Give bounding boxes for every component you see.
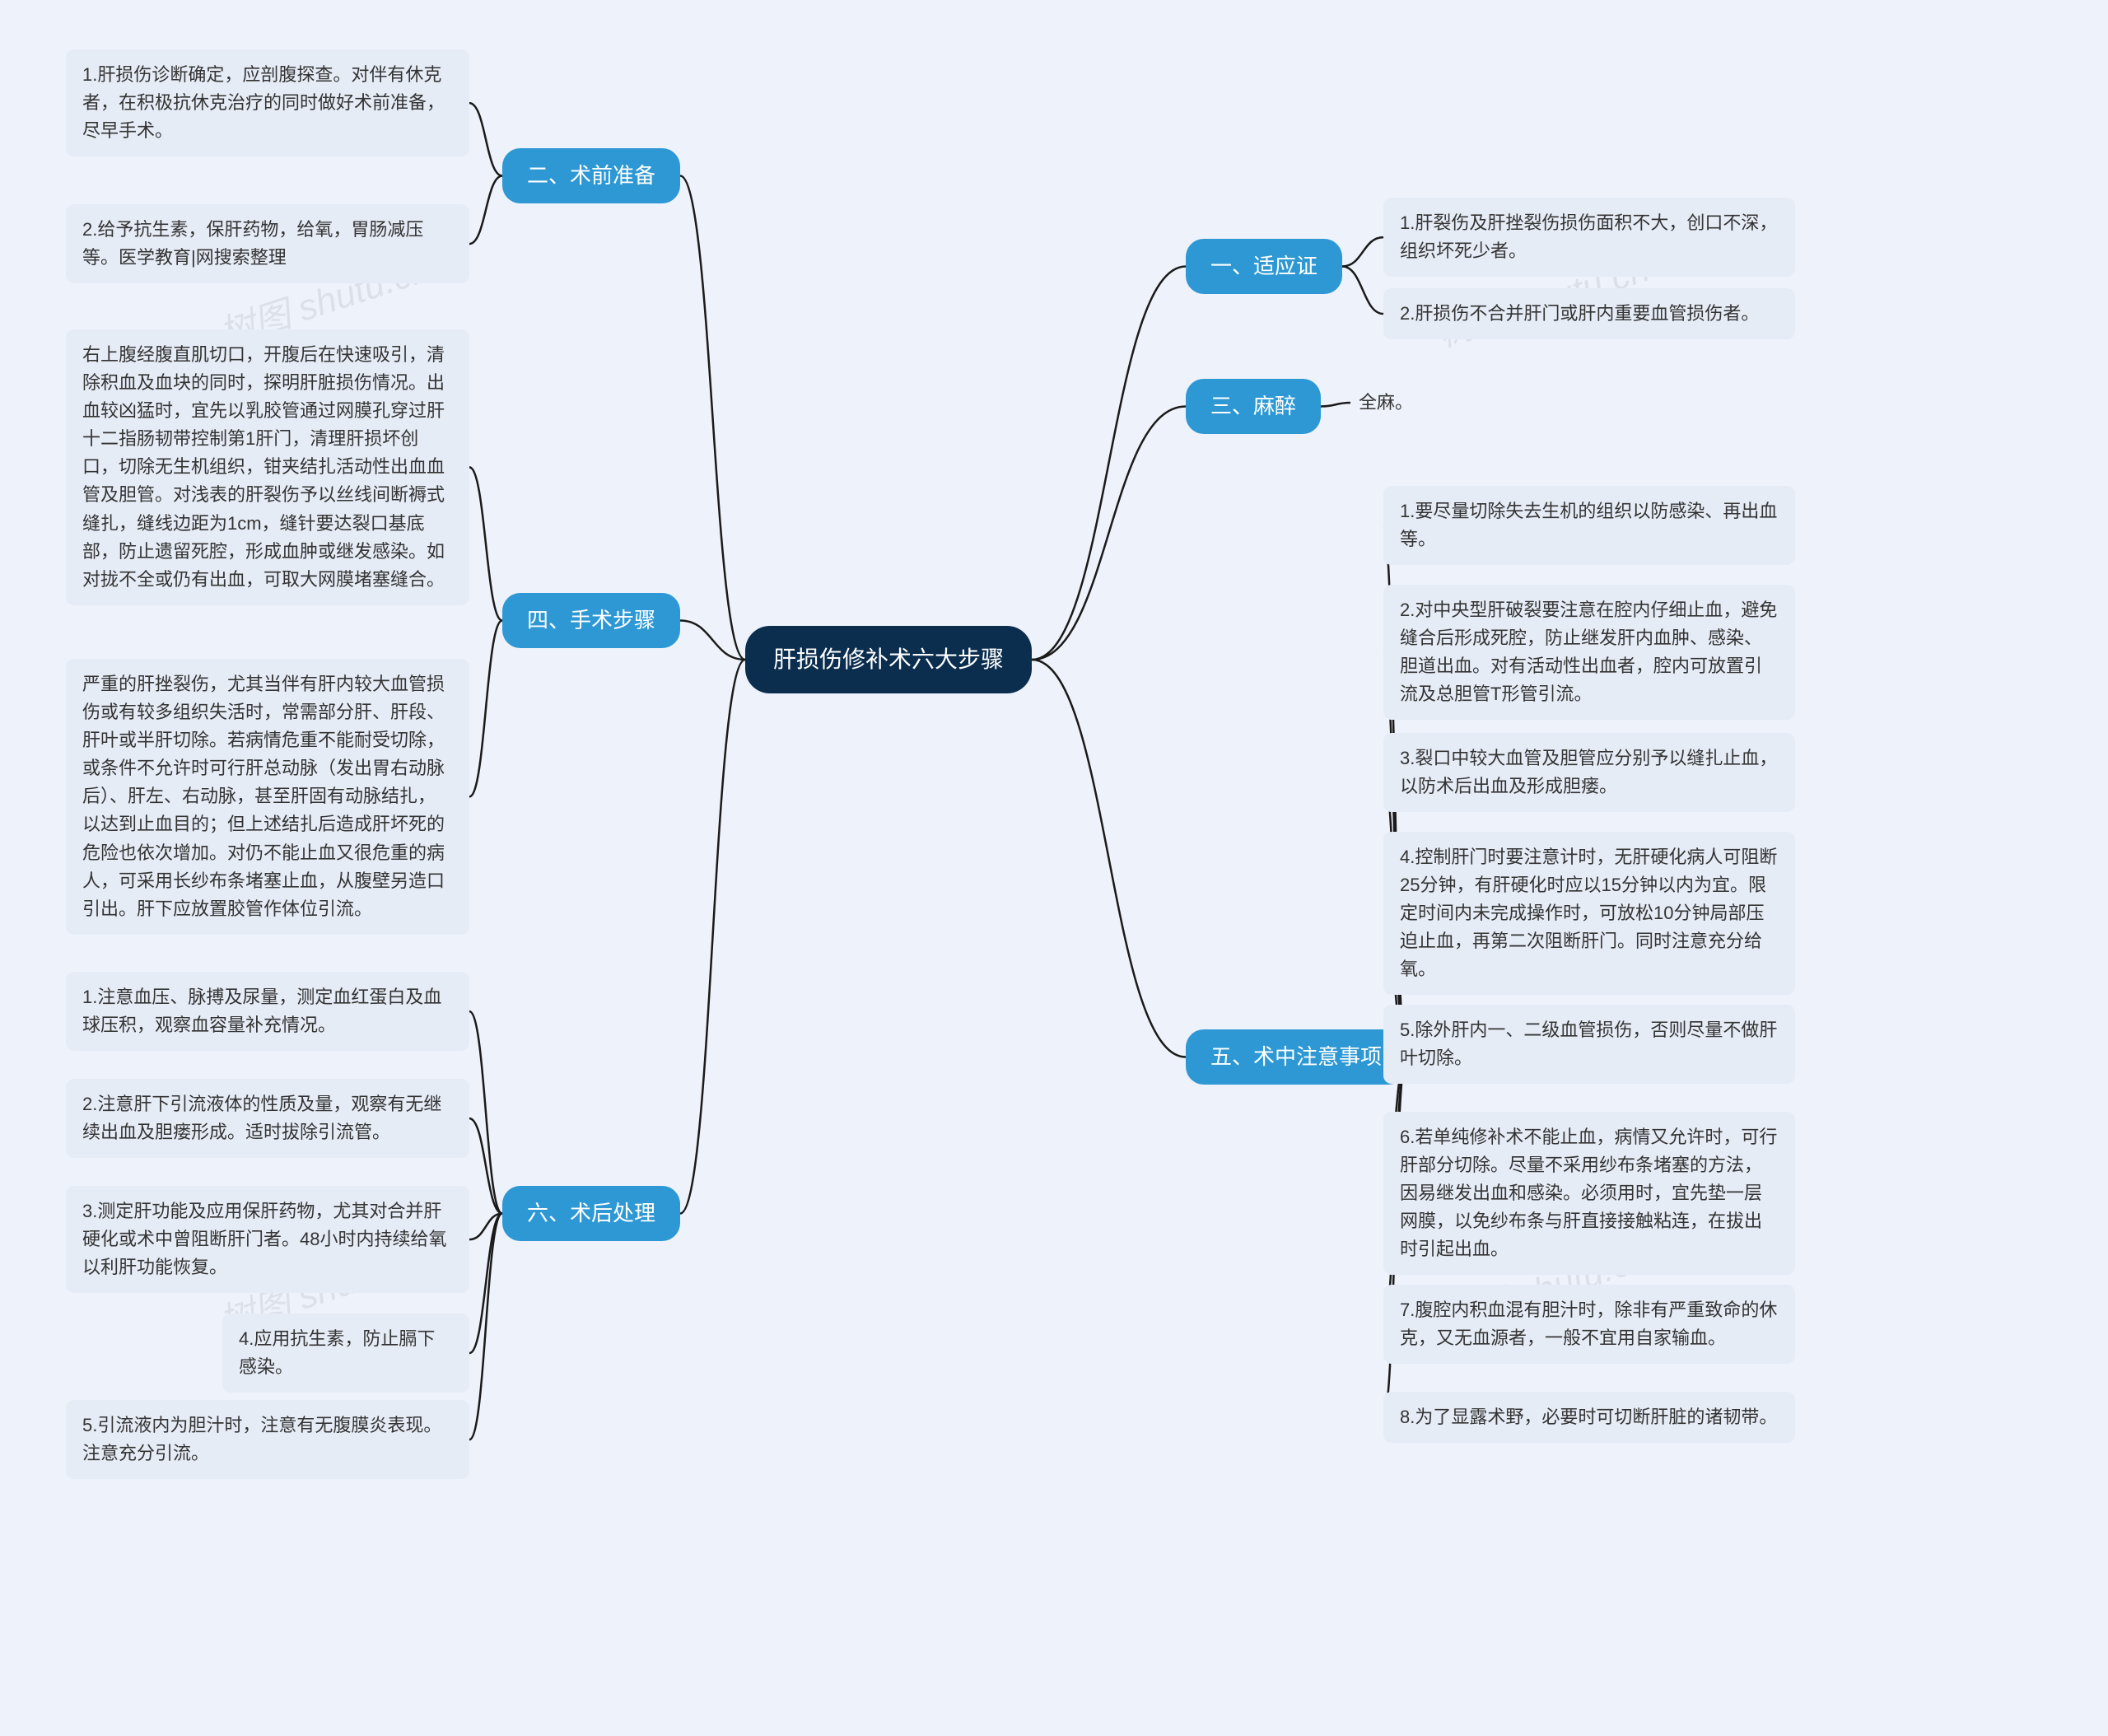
leaf-6-3: 4.应用抗生素，防止膈下感染。	[222, 1314, 469, 1393]
leaf-5-5: 6.若单纯修补术不能止血，病情又允许时，可行肝部分切除。尽量不采用纱布条堵塞的方…	[1383, 1112, 1795, 1275]
branch-1: 一、适应证	[1186, 239, 1342, 294]
leaf-6-0: 1.注意血压、脉搏及尿量，测定血红蛋白及血球压积，观察血容量补充情况。	[66, 972, 469, 1051]
leaf-3-0: 全麻。	[1350, 384, 1449, 422]
leaf-6-2: 3.测定肝功能及应用保肝药物，尤其对合并肝硬化或术中曾阻断肝门者。48小时内持续…	[66, 1186, 469, 1293]
branch-4: 四、手术步骤	[502, 593, 680, 648]
leaf-5-6: 7.腹腔内积血混有胆汁时，除非有严重致命的休克，又无血源者，一般不宜用自家输血。	[1383, 1285, 1795, 1364]
leaf-5-7: 8.为了显露术野，必要时可切断肝脏的诸韧带。	[1383, 1392, 1795, 1443]
leaf-4-1: 严重的肝挫裂伤，尤其当伴有肝内较大血管损伤或有较多组织失活时，常需部分肝、肝段、…	[66, 659, 469, 935]
leaf-5-2: 3.裂口中较大血管及胆管应分别予以缝扎止血，以防术后出血及形成胆瘘。	[1383, 733, 1795, 812]
leaf-4-0: 右上腹经腹直肌切口，开腹后在快速吸引，清除积血及血块的同时，探明肝脏损伤情况。出…	[66, 329, 469, 605]
leaf-5-3: 4.控制肝门时要注意计时，无肝硬化病人可阻断25分钟，有肝硬化时应以15分钟以内…	[1383, 832, 1795, 995]
leaf-1-1: 2.肝损伤不合并肝门或肝内重要血管损伤者。	[1383, 288, 1795, 339]
leaf-5-4: 5.除外肝内一、二级血管损伤，否则尽量不做肝叶切除。	[1383, 1005, 1795, 1084]
leaf-2-1: 2.给予抗生素，保肝药物，给氧，胃肠减压等。医学教育|网搜索整理	[66, 204, 469, 283]
leaf-1-0: 1.肝裂伤及肝挫裂伤损伤面积不大，创口不深，组织坏死少者。	[1383, 198, 1795, 277]
leaf-6-1: 2.注意肝下引流液体的性质及量，观察有无继续出血及胆瘘形成。适时拔除引流管。	[66, 1079, 469, 1158]
leaf-5-0: 1.要尽量切除失去生机的组织以防感染、再出血等。	[1383, 486, 1795, 565]
center-node: 肝损伤修补术六大步骤	[745, 626, 1032, 693]
branch-5: 五、术中注意事项	[1186, 1029, 1406, 1085]
branch-6: 六、术后处理	[502, 1186, 680, 1241]
branch-2: 二、术前准备	[502, 148, 680, 203]
leaf-5-1: 2.对中央型肝破裂要注意在腔内仔细止血，避免缝合后形成死腔，防止继发肝内血肿、感…	[1383, 585, 1795, 720]
leaf-2-0: 1.肝损伤诊断确定，应剖腹探查。对伴有休克者，在积极抗休克治疗的同时做好术前准备…	[66, 49, 469, 156]
leaf-6-4: 5.引流液内为胆汁时，注意有无腹膜炎表现。注意充分引流。	[66, 1400, 469, 1479]
branch-3: 三、麻醉	[1186, 379, 1321, 434]
